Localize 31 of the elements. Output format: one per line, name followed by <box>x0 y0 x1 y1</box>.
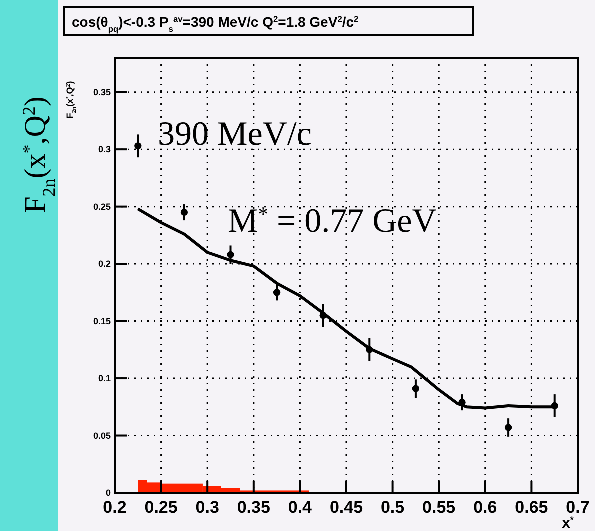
annotation: M$^{*}$ = 0.77 GeV <box>228 203 438 240</box>
point <box>180 208 188 216</box>
x-tick-label: 0.7 <box>566 498 590 517</box>
x-tick-label: 0.25 <box>144 498 178 517</box>
x-tick-label: 0.55 <box>422 498 456 517</box>
y-tick-label: 0.35 <box>93 87 111 98</box>
x-tick-label: 0.65 <box>515 498 548 517</box>
point <box>504 424 512 432</box>
chart-title: cos(θ$_{pq}$)<-0.3 P$_{s}$$^{av}$=390 MeV/c Q$^{2}$=1.8 GeV$^{2}$/c$^{2}$ <box>72 14 359 34</box>
x-tick-label: 0.5 <box>380 498 405 517</box>
y-tick-label: 0.1 <box>98 374 111 384</box>
x-tick-label: 0.4 <box>288 498 313 517</box>
x-tick-label: 0.6 <box>474 498 498 517</box>
y-tick-label: 0.15 <box>93 316 111 326</box>
point <box>320 312 327 320</box>
point <box>366 346 374 354</box>
point <box>551 402 558 410</box>
x-tick-label: 0.45 <box>330 498 364 517</box>
point <box>412 385 420 392</box>
x-tick-label: 0.35 <box>237 498 270 517</box>
y-tick-label: 0.05 <box>93 430 111 441</box>
x-tick-label: 0.3 <box>196 498 220 517</box>
x-axis-title: x$^{*}$ <box>562 515 574 531</box>
y-tick-label: 0.25 <box>93 202 111 212</box>
point <box>273 289 281 296</box>
y-tick-label: 0.3 <box>98 144 111 155</box>
point <box>227 251 234 258</box>
y-tick-label: 0.2 <box>98 259 111 270</box>
annotation: 390 MeV/c <box>158 116 312 153</box>
y-tick-label: 0 <box>106 488 111 498</box>
point <box>134 142 142 150</box>
